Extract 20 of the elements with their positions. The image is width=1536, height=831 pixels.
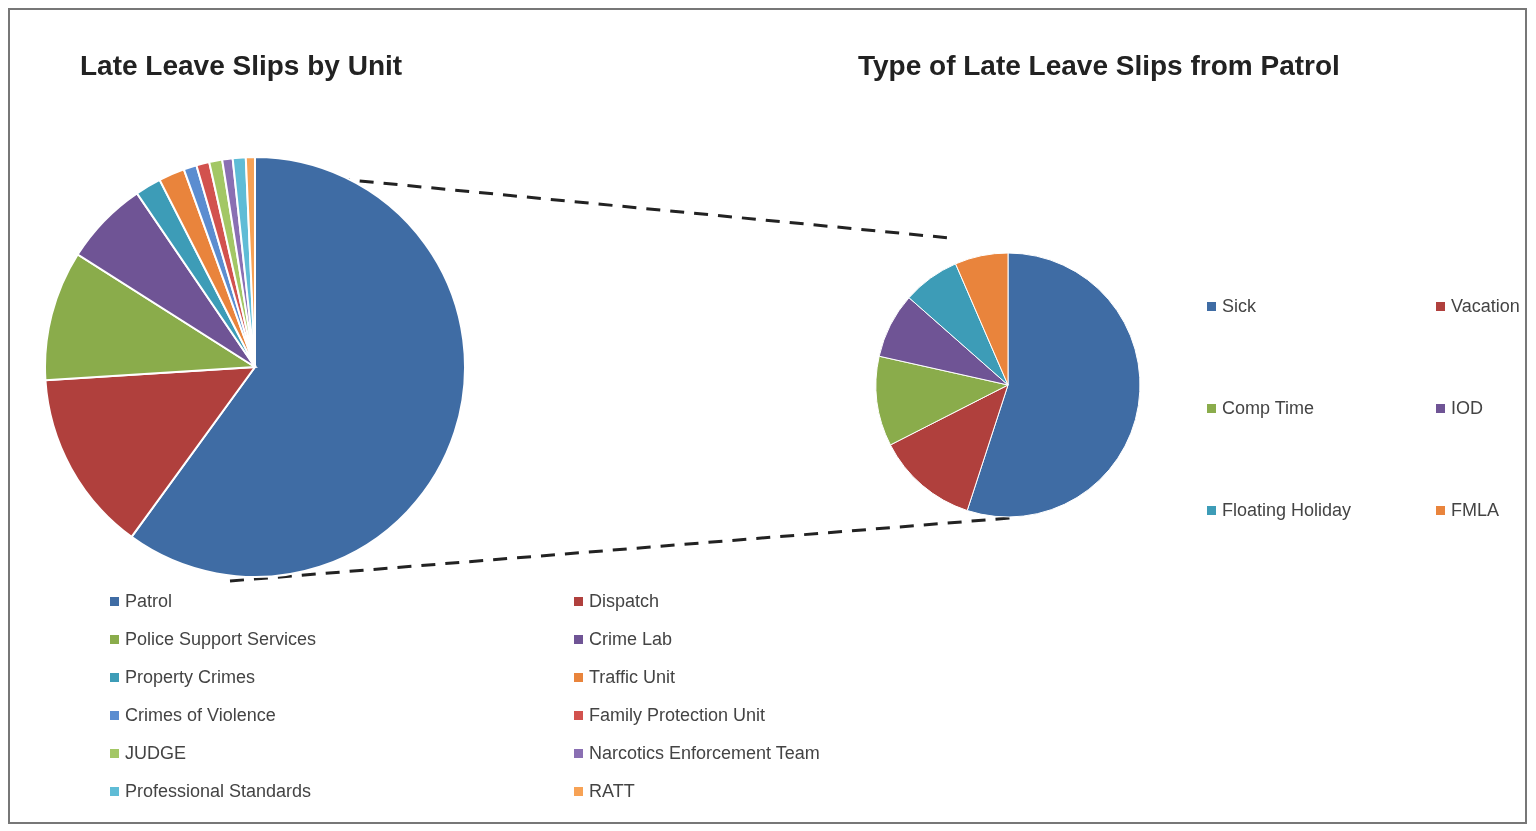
legend-label: RATT: [589, 780, 635, 802]
legend-label: JUDGE: [125, 742, 187, 764]
legend-label: Dispatch: [589, 590, 660, 612]
legend-label: FMLA: [1451, 499, 1500, 521]
legend-label: IOD: [1451, 397, 1484, 419]
chart-title: Late Leave Slips by Unit: [80, 50, 403, 82]
legend-label: Crimes of Violence: [125, 704, 276, 726]
legend-label: Narcotics Enforcement Team: [589, 742, 820, 764]
legend-label: Crime Lab: [589, 628, 673, 650]
chart-title: Type of Late Leave Slips from Patrol: [858, 50, 1340, 82]
legend-label: Traffic Unit: [589, 666, 676, 688]
legend-label: Comp Time: [1222, 397, 1315, 419]
legend-label: Police Support Services: [125, 628, 317, 650]
legend-label: Floating Holiday: [1222, 499, 1352, 521]
legend-label: Family Protection Unit: [589, 704, 766, 726]
legend-label: Vacation: [1451, 295, 1520, 317]
legend-label: Patrol: [125, 590, 173, 612]
legend-label: Professional Standards: [125, 780, 312, 802]
legend-label: Sick: [1222, 295, 1257, 317]
legend-label: Property Crimes: [125, 666, 256, 688]
